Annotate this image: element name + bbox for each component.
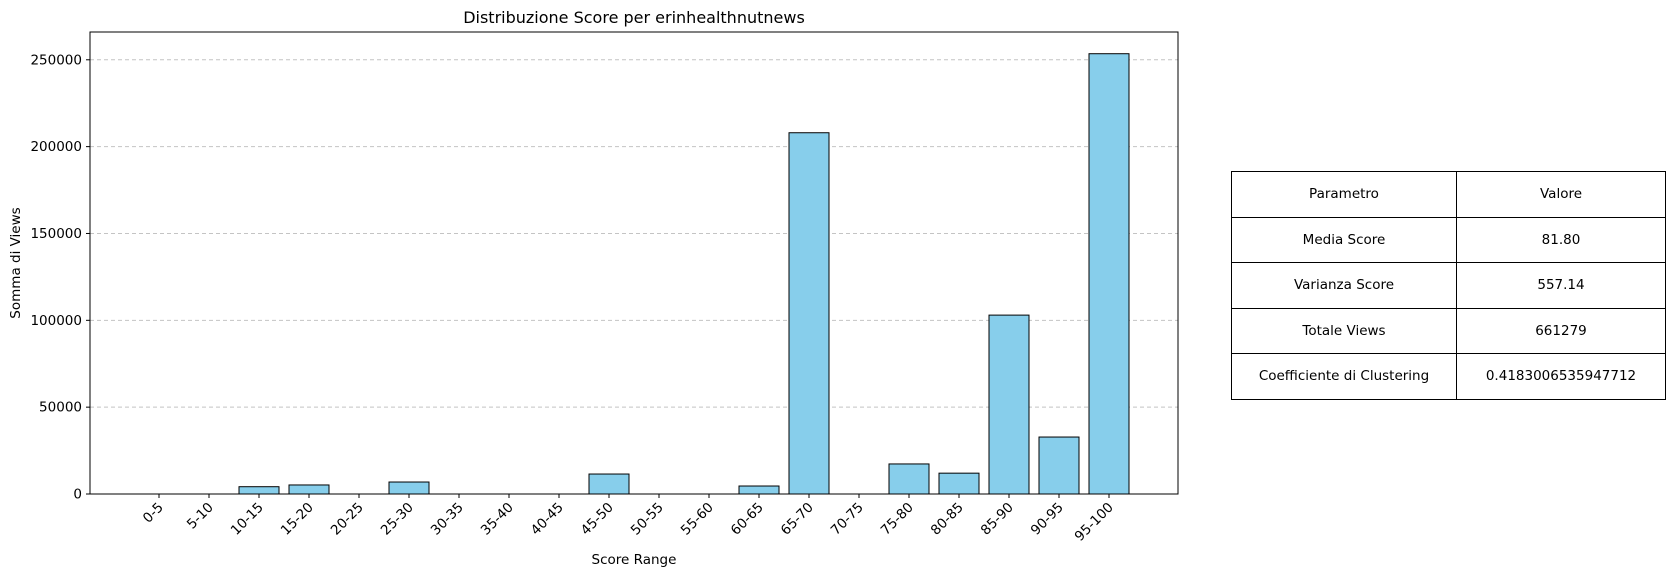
y-tick-label: 200000 xyxy=(30,139,82,155)
x-tick-label: 25-30 xyxy=(378,500,417,539)
y-tick-label: 0 xyxy=(73,487,82,503)
x-tick-label: 35-40 xyxy=(478,500,517,539)
x-tick-label: 10-15 xyxy=(228,500,267,539)
y-tick-label: 50000 xyxy=(39,400,82,416)
table-header-cell: Parametro xyxy=(1231,171,1457,218)
bar xyxy=(588,473,630,495)
bar xyxy=(788,132,830,495)
plot-frame xyxy=(89,31,1179,495)
table-cell-value: 81.80 xyxy=(1456,216,1666,263)
table-row: Totale Views 661279 xyxy=(1231,307,1666,354)
x-tick-label: 15-20 xyxy=(278,500,317,539)
x-tick-label: 50-55 xyxy=(628,500,667,539)
bar xyxy=(1038,436,1080,495)
x-tick-label: 95-100 xyxy=(1072,500,1117,545)
y-tick-label: 100000 xyxy=(30,313,82,329)
table-header-cell: Valore xyxy=(1456,171,1666,218)
table-cell-value: 0.4183006535947712 xyxy=(1456,353,1666,400)
x-tick-label: 85-90 xyxy=(978,500,1017,539)
table-cell-value: 557.14 xyxy=(1456,262,1666,309)
x-tick-label: 75-80 xyxy=(878,500,917,539)
x-tick-label: 5-10 xyxy=(184,500,217,533)
bars xyxy=(238,53,1130,495)
x-tick-label: 90-95 xyxy=(1028,500,1067,539)
table-cell-value: 661279 xyxy=(1456,307,1666,354)
bar xyxy=(1088,53,1130,495)
table-cell-parameter: Varianza Score xyxy=(1231,262,1457,309)
table-header-row: Parametro Valore xyxy=(1231,171,1666,218)
stats-table: Parametro Valore Media Score 81.80 Varia… xyxy=(1231,171,1666,400)
x-tick-label: 0-5 xyxy=(140,500,167,527)
x-tick-label: 45-50 xyxy=(578,500,617,539)
bar xyxy=(938,472,980,495)
y-tick-label: 250000 xyxy=(30,52,82,68)
x-tick-label: 30-35 xyxy=(428,500,467,539)
bar xyxy=(238,486,280,495)
bar xyxy=(288,484,330,495)
bar xyxy=(888,463,930,495)
y-axis-ticks: 0 50000 100000 150000 200000 250000 xyxy=(30,52,90,503)
table-cell-parameter: Media Score xyxy=(1231,216,1457,263)
x-tick-label: 20-25 xyxy=(328,500,367,539)
x-tick-label: 60-65 xyxy=(728,500,767,539)
table-row: Varianza Score 557.14 xyxy=(1231,262,1666,309)
x-tick-label: 65-70 xyxy=(778,500,817,539)
table-row: Coefficiente di Clustering 0.41830065359… xyxy=(1231,353,1666,400)
chart-title: Distribuzione Score per erinhealthnutnew… xyxy=(463,8,805,27)
x-axis-label: Score Range xyxy=(592,552,677,568)
y-axis-label: Somma di Views xyxy=(8,207,24,318)
bar xyxy=(388,481,430,495)
y-tick-label: 150000 xyxy=(30,226,82,242)
x-tick-label: 55-60 xyxy=(678,500,717,539)
x-tick-label: 40-45 xyxy=(528,500,567,539)
x-axis-ticks: 0-5 5-10 10-15 15-20 20-25 25-30 30-35 35-40 40-… xyxy=(140,494,1117,545)
table-cell-parameter: Coefficiente di Clustering xyxy=(1231,353,1457,400)
table-row: Media Score 81.80 xyxy=(1231,216,1666,263)
bar xyxy=(738,485,780,495)
table-cell-parameter: Totale Views xyxy=(1231,307,1457,354)
x-tick-label: 70-75 xyxy=(828,500,867,539)
bar xyxy=(988,314,1030,495)
x-tick-label: 80-85 xyxy=(928,500,967,539)
